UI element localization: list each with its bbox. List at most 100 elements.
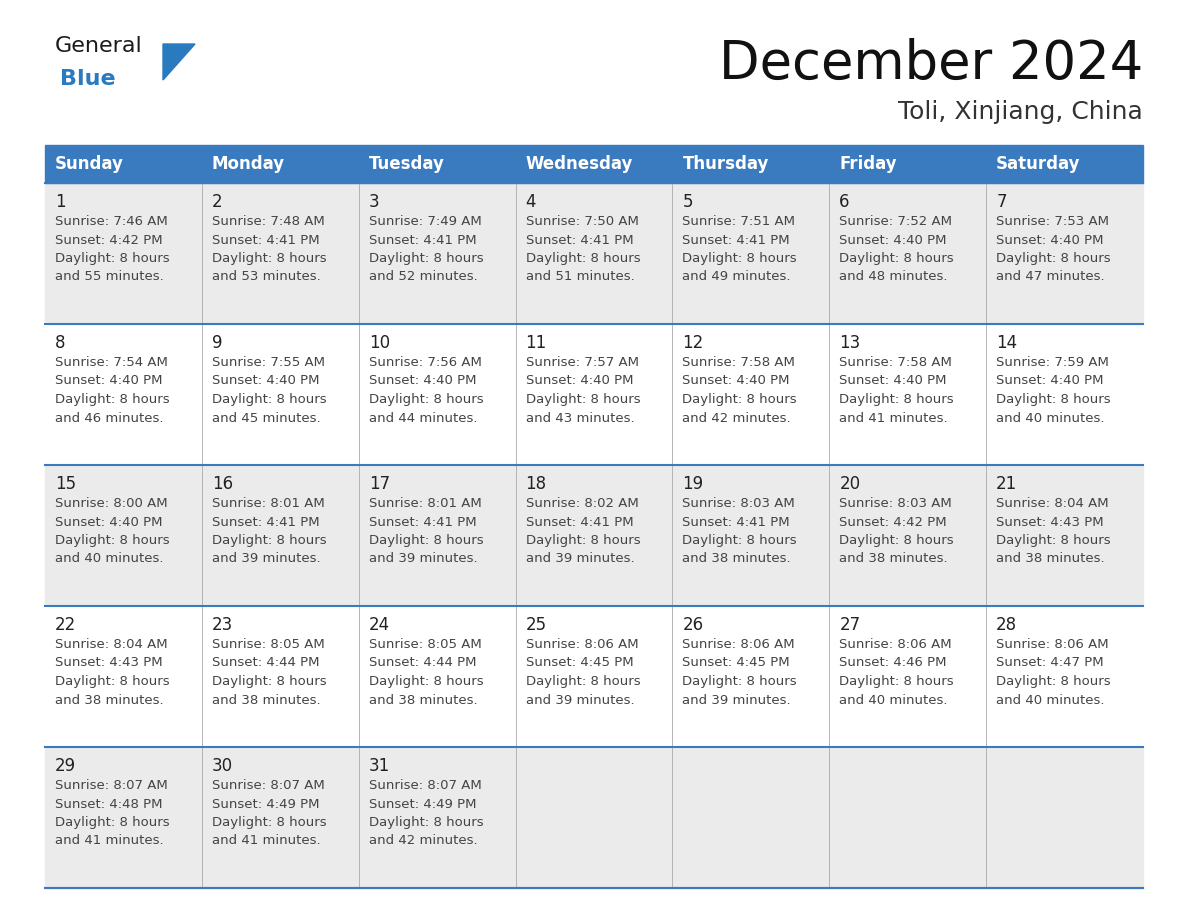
Text: Daylight: 8 hours: Daylight: 8 hours	[839, 675, 954, 688]
Text: and 38 minutes.: and 38 minutes.	[997, 553, 1105, 565]
Text: and 38 minutes.: and 38 minutes.	[682, 553, 791, 565]
Text: Sunset: 4:40 PM: Sunset: 4:40 PM	[525, 375, 633, 387]
Text: Sunrise: 7:49 AM: Sunrise: 7:49 AM	[368, 215, 481, 228]
Text: Sunrise: 8:04 AM: Sunrise: 8:04 AM	[997, 497, 1108, 510]
Text: 3: 3	[368, 193, 379, 211]
Text: and 43 minutes.: and 43 minutes.	[525, 411, 634, 424]
Text: Sunset: 4:40 PM: Sunset: 4:40 PM	[55, 516, 163, 529]
Text: Sunset: 4:43 PM: Sunset: 4:43 PM	[55, 656, 163, 669]
Text: Sunset: 4:41 PM: Sunset: 4:41 PM	[682, 233, 790, 247]
Text: Sunrise: 8:06 AM: Sunrise: 8:06 AM	[682, 638, 795, 651]
Text: 31: 31	[368, 757, 390, 775]
Text: Sunrise: 8:06 AM: Sunrise: 8:06 AM	[525, 638, 638, 651]
Text: and 40 minutes.: and 40 minutes.	[997, 693, 1105, 707]
Text: Daylight: 8 hours: Daylight: 8 hours	[997, 252, 1111, 265]
Text: Sunset: 4:41 PM: Sunset: 4:41 PM	[682, 516, 790, 529]
Text: 27: 27	[839, 616, 860, 634]
Text: Sunrise: 8:04 AM: Sunrise: 8:04 AM	[55, 638, 168, 651]
Text: Daylight: 8 hours: Daylight: 8 hours	[682, 252, 797, 265]
Text: Daylight: 8 hours: Daylight: 8 hours	[368, 675, 484, 688]
Text: 4: 4	[525, 193, 536, 211]
Text: Daylight: 8 hours: Daylight: 8 hours	[839, 534, 954, 547]
Text: Wednesday: Wednesday	[525, 155, 633, 173]
Text: 10: 10	[368, 334, 390, 352]
Text: Daylight: 8 hours: Daylight: 8 hours	[55, 252, 170, 265]
Text: Sunset: 4:41 PM: Sunset: 4:41 PM	[368, 516, 476, 529]
Text: and 49 minutes.: and 49 minutes.	[682, 271, 791, 284]
Text: Sunset: 4:48 PM: Sunset: 4:48 PM	[55, 798, 163, 811]
Text: Sunset: 4:40 PM: Sunset: 4:40 PM	[682, 375, 790, 387]
Text: and 51 minutes.: and 51 minutes.	[525, 271, 634, 284]
Text: Daylight: 8 hours: Daylight: 8 hours	[55, 675, 170, 688]
Text: Daylight: 8 hours: Daylight: 8 hours	[55, 393, 170, 406]
Text: and 40 minutes.: and 40 minutes.	[839, 693, 948, 707]
Text: and 38 minutes.: and 38 minutes.	[55, 693, 164, 707]
Text: Sunrise: 7:51 AM: Sunrise: 7:51 AM	[682, 215, 796, 228]
Text: and 39 minutes.: and 39 minutes.	[211, 553, 321, 565]
Text: Sunset: 4:40 PM: Sunset: 4:40 PM	[368, 375, 476, 387]
Text: Sunrise: 7:53 AM: Sunrise: 7:53 AM	[997, 215, 1110, 228]
Text: Sunrise: 8:01 AM: Sunrise: 8:01 AM	[211, 497, 324, 510]
Text: Sunrise: 7:46 AM: Sunrise: 7:46 AM	[55, 215, 168, 228]
Text: 6: 6	[839, 193, 849, 211]
Text: Sunrise: 8:06 AM: Sunrise: 8:06 AM	[997, 638, 1108, 651]
Text: Sunset: 4:43 PM: Sunset: 4:43 PM	[997, 516, 1104, 529]
Text: Daylight: 8 hours: Daylight: 8 hours	[55, 816, 170, 829]
Text: Sunrise: 7:48 AM: Sunrise: 7:48 AM	[211, 215, 324, 228]
Text: 28: 28	[997, 616, 1017, 634]
Text: Sunset: 4:45 PM: Sunset: 4:45 PM	[682, 656, 790, 669]
Text: and 42 minutes.: and 42 minutes.	[368, 834, 478, 847]
Text: Sunset: 4:46 PM: Sunset: 4:46 PM	[839, 656, 947, 669]
Text: and 39 minutes.: and 39 minutes.	[525, 693, 634, 707]
Text: General: General	[55, 36, 143, 56]
Text: 24: 24	[368, 616, 390, 634]
Text: 5: 5	[682, 193, 693, 211]
Text: Sunday: Sunday	[55, 155, 124, 173]
Bar	[45, 606, 1143, 747]
Text: and 39 minutes.: and 39 minutes.	[682, 693, 791, 707]
Text: Sunrise: 8:07 AM: Sunrise: 8:07 AM	[55, 779, 168, 792]
Bar	[45, 324, 1143, 465]
Text: Sunset: 4:40 PM: Sunset: 4:40 PM	[839, 233, 947, 247]
Text: Toli, Xinjiang, China: Toli, Xinjiang, China	[898, 100, 1143, 124]
Text: December 2024: December 2024	[719, 38, 1143, 90]
Bar	[45, 465, 1143, 606]
Text: and 46 minutes.: and 46 minutes.	[55, 411, 164, 424]
Text: Sunset: 4:49 PM: Sunset: 4:49 PM	[211, 798, 320, 811]
Text: 22: 22	[55, 616, 76, 634]
Text: and 41 minutes.: and 41 minutes.	[211, 834, 321, 847]
Text: 7: 7	[997, 193, 1006, 211]
Text: Daylight: 8 hours: Daylight: 8 hours	[525, 675, 640, 688]
Text: Sunrise: 7:56 AM: Sunrise: 7:56 AM	[368, 356, 481, 369]
Text: Daylight: 8 hours: Daylight: 8 hours	[368, 252, 484, 265]
Text: and 53 minutes.: and 53 minutes.	[211, 271, 321, 284]
Text: and 38 minutes.: and 38 minutes.	[211, 693, 321, 707]
Text: Daylight: 8 hours: Daylight: 8 hours	[839, 252, 954, 265]
Text: Tuesday: Tuesday	[368, 155, 444, 173]
Text: Daylight: 8 hours: Daylight: 8 hours	[682, 675, 797, 688]
Text: and 39 minutes.: and 39 minutes.	[368, 553, 478, 565]
Text: Sunrise: 8:05 AM: Sunrise: 8:05 AM	[368, 638, 481, 651]
Text: and 40 minutes.: and 40 minutes.	[55, 553, 164, 565]
Text: Daylight: 8 hours: Daylight: 8 hours	[997, 675, 1111, 688]
Text: 1: 1	[55, 193, 65, 211]
Text: Blue: Blue	[61, 69, 115, 89]
Text: Sunrise: 8:05 AM: Sunrise: 8:05 AM	[211, 638, 324, 651]
Text: Daylight: 8 hours: Daylight: 8 hours	[368, 393, 484, 406]
Text: Sunrise: 8:01 AM: Sunrise: 8:01 AM	[368, 497, 481, 510]
Text: and 48 minutes.: and 48 minutes.	[839, 271, 948, 284]
Text: Sunset: 4:45 PM: Sunset: 4:45 PM	[525, 656, 633, 669]
Text: and 39 minutes.: and 39 minutes.	[525, 553, 634, 565]
Text: 15: 15	[55, 475, 76, 493]
Text: Sunset: 4:41 PM: Sunset: 4:41 PM	[368, 233, 476, 247]
Text: Daylight: 8 hours: Daylight: 8 hours	[368, 534, 484, 547]
Text: 11: 11	[525, 334, 546, 352]
Text: 21: 21	[997, 475, 1017, 493]
Text: Daylight: 8 hours: Daylight: 8 hours	[211, 816, 327, 829]
Text: Sunrise: 7:52 AM: Sunrise: 7:52 AM	[839, 215, 953, 228]
Text: Daylight: 8 hours: Daylight: 8 hours	[525, 393, 640, 406]
Text: Sunrise: 7:58 AM: Sunrise: 7:58 AM	[682, 356, 795, 369]
Text: Daylight: 8 hours: Daylight: 8 hours	[211, 393, 327, 406]
Text: Daylight: 8 hours: Daylight: 8 hours	[997, 393, 1111, 406]
Text: Thursday: Thursday	[682, 155, 769, 173]
